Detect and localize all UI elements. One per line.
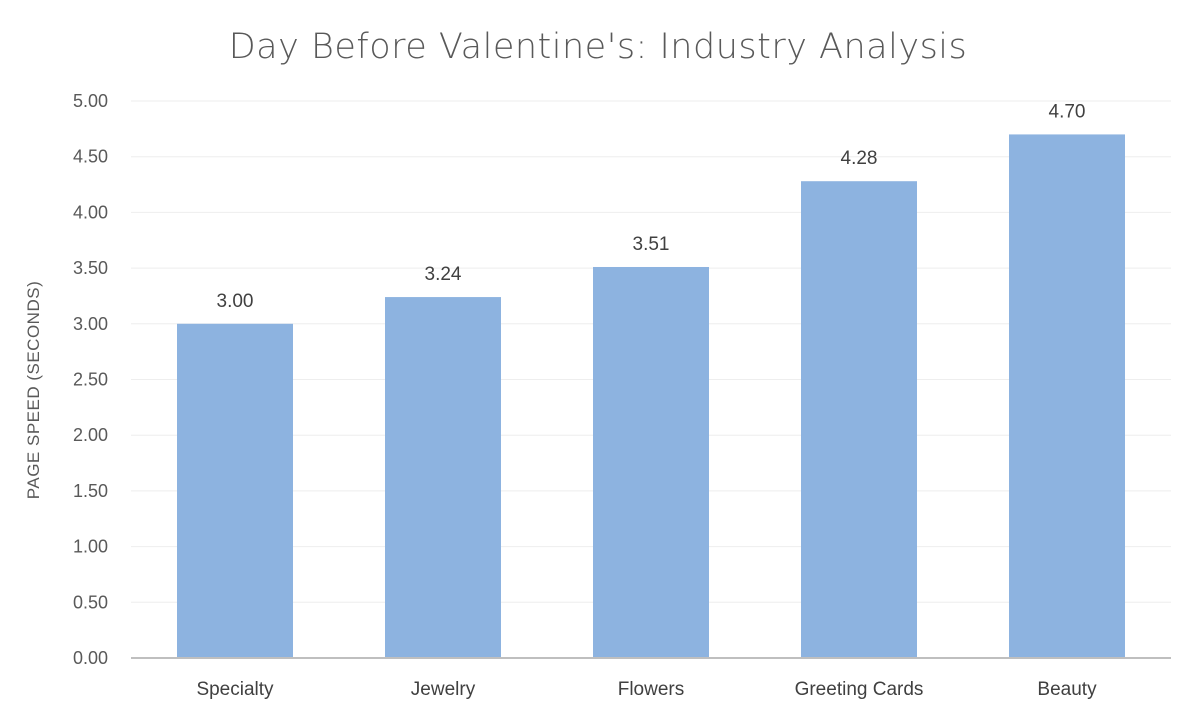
chart-title: Day Before Valentine's: Industry Analysi… [229,27,968,67]
bar [385,297,501,658]
y-tick-label: 4.50 [73,147,108,167]
data-label: 3.51 [633,234,670,255]
y-tick-label: 5.00 [73,91,108,111]
y-axis-ticks: 0.00 0.50 1.00 1.50 2.00 2.50 3.00 3.50 4.00 4.50… [73,91,108,668]
data-label: 3.00 [217,291,254,312]
y-tick-label: 4.00 [73,202,108,222]
y-tick-label: 3.50 [73,258,108,278]
y-tick-label: 1.50 [73,481,108,501]
x-category-label: Beauty [1037,679,1097,700]
x-category-label: Jewelry [411,679,476,700]
bar [801,181,917,658]
y-tick-label: 2.50 [73,370,108,390]
bar [593,266,709,658]
y-tick-label: 0.50 [73,592,108,612]
y-tick-label: 2.00 [73,425,108,445]
bar [1009,134,1125,659]
x-axis-categories: Specialty Jewelry Flowers Greeting Cards Bea… [131,657,1171,700]
x-category-label: Flowers [618,679,685,700]
data-label: 3.24 [425,264,462,285]
y-tick-label: 3.00 [73,314,108,334]
y-axis-title: PAGE SPEED (SECONDS) [24,281,43,499]
data-labels: 3.00 3.24 3.51 4.28 4.70 [217,101,1086,311]
y-tick-label: 1.00 [73,537,108,557]
bar [177,323,293,658]
bars [177,134,1125,659]
data-label: 4.28 [841,148,878,169]
x-category-label: Specialty [196,679,274,700]
y-tick-label: 0.00 [73,648,108,668]
data-label: 4.70 [1049,101,1086,122]
x-category-label: Greeting Cards [795,679,924,700]
